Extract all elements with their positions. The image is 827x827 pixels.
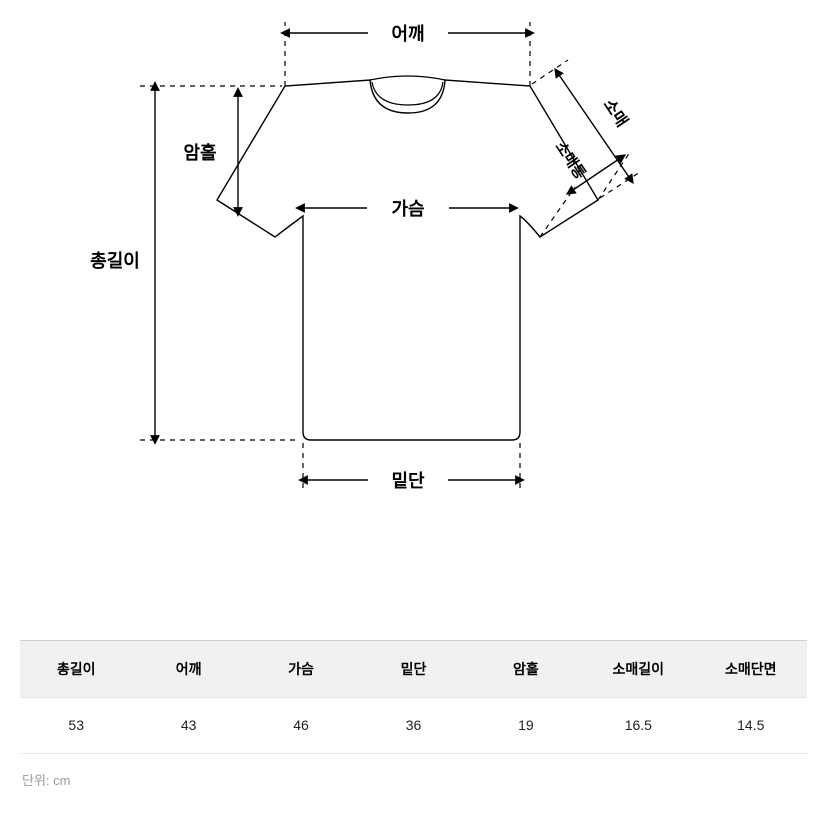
size-table: 총길이 어깨 가슴 밑단 암홀 소매길이 소매단면 53 43 46 36 19… [20,640,807,754]
col-sleeve-length: 소매길이 [582,641,694,697]
tshirt-outline [217,80,598,440]
label-hem: 밑단 [391,467,424,493]
tshirt-size-diagram: 어깨 암홀 총길이 가슴 밑단 소매 소매통 [0,0,827,560]
cell: 46 [245,697,357,753]
col-sleeve-width: 소매단면 [695,641,807,697]
cell: 36 [357,697,469,753]
col-chest: 가슴 [245,641,357,697]
table-header-row: 총길이 어깨 가슴 밑단 암홀 소매길이 소매단면 [20,641,807,697]
col-total-length: 총길이 [20,641,132,697]
label-chest: 가슴 [391,195,424,221]
cell: 19 [470,697,582,753]
col-shoulder: 어깨 [132,641,244,697]
label-armhole: 암홀 [183,139,216,165]
unit-note: 단위: cm [22,770,70,789]
label-total-length: 총길이 [90,247,140,273]
table-row: 53 43 46 36 19 16.5 14.5 [20,697,807,753]
col-armhole: 암홀 [470,641,582,697]
cell: 53 [20,697,132,753]
cell: 16.5 [582,697,694,753]
cell: 14.5 [695,697,807,753]
col-hem: 밑단 [357,641,469,697]
cell: 43 [132,697,244,753]
label-shoulder: 어깨 [391,20,424,46]
